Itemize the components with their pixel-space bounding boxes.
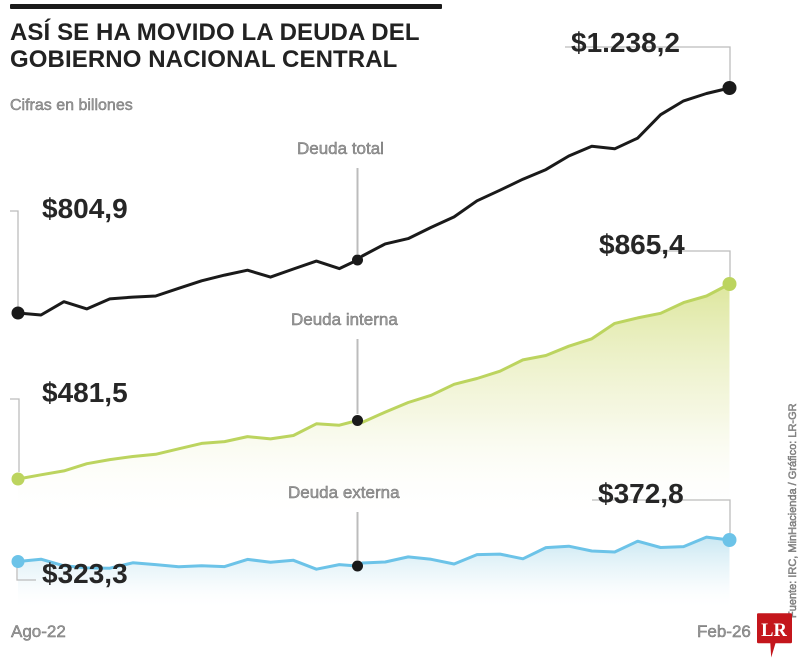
svg-text:LR: LR — [761, 621, 787, 641]
